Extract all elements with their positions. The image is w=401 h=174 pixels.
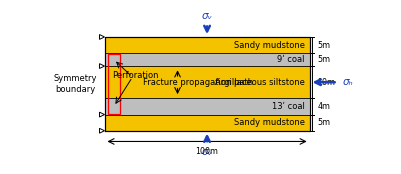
- Text: 5m: 5m: [318, 41, 330, 50]
- Polygon shape: [99, 128, 105, 133]
- Text: 13ʹ coal: 13ʹ coal: [272, 102, 305, 111]
- Text: 100m: 100m: [196, 147, 219, 156]
- Text: 5m: 5m: [318, 118, 330, 127]
- Bar: [105, 98, 310, 114]
- Text: 9ʹ coal: 9ʹ coal: [277, 55, 305, 64]
- Text: σᵥ: σᵥ: [202, 147, 213, 157]
- Polygon shape: [99, 64, 105, 69]
- Bar: [105, 37, 310, 131]
- Text: 5m: 5m: [318, 55, 330, 64]
- Text: Symmetry
boundary: Symmetry boundary: [53, 74, 97, 94]
- Text: Argillaceous siltstone: Argillaceous siltstone: [215, 78, 305, 87]
- Text: σᵥ: σᵥ: [202, 11, 213, 21]
- Text: Perforation: Perforation: [112, 70, 159, 80]
- Polygon shape: [99, 112, 105, 117]
- Text: Sandy mudstone: Sandy mudstone: [234, 118, 305, 127]
- Text: σₕ: σₕ: [342, 77, 353, 87]
- Polygon shape: [99, 35, 105, 39]
- Bar: [105, 53, 310, 66]
- Text: 4m: 4m: [318, 102, 330, 111]
- Text: Sandy mudstone: Sandy mudstone: [234, 41, 305, 50]
- Bar: [107, 54, 120, 113]
- Text: 10m: 10m: [318, 78, 335, 87]
- Text: Fracture propagation path: Fracture propagation path: [143, 78, 253, 87]
